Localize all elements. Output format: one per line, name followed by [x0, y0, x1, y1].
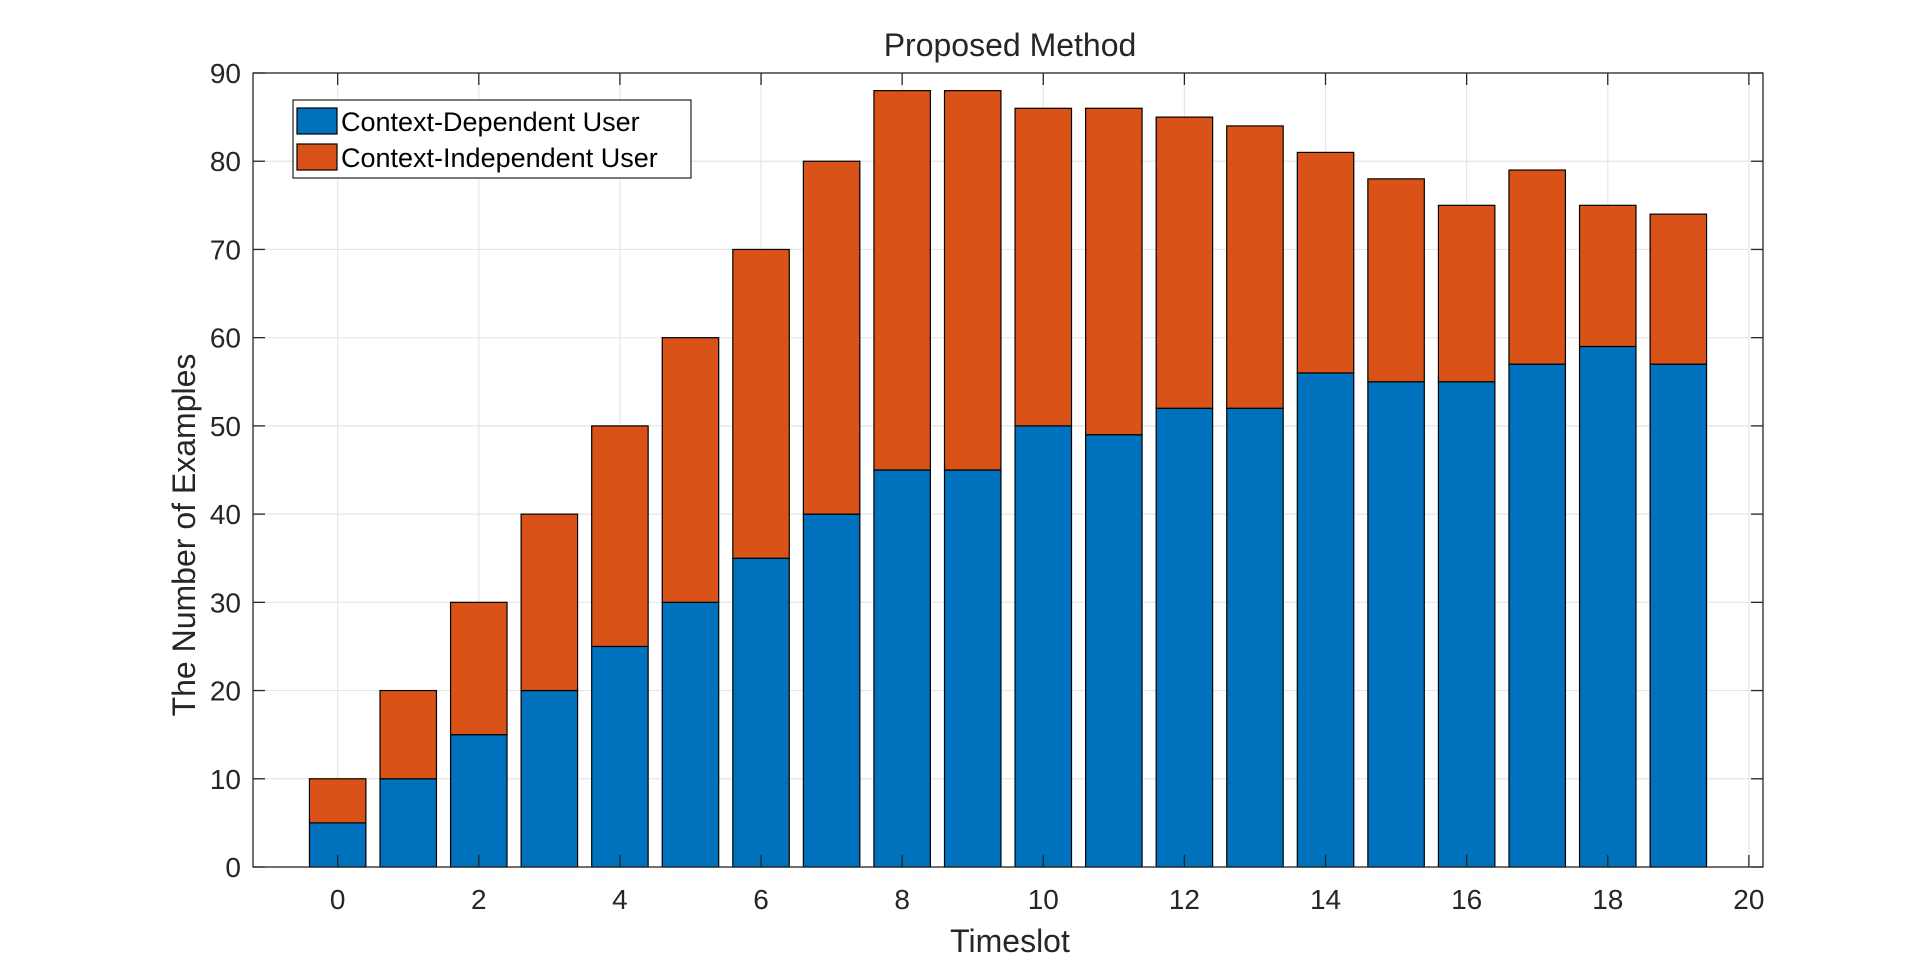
bar-context-independent-8: [873, 90, 931, 471]
bar-context-dependent-14: [1296, 372, 1355, 868]
bar-context-independent-16: [1437, 204, 1496, 383]
bar-context-dependent-6: [732, 557, 790, 868]
bar-layer: [308, 90, 1708, 868]
bar-context-independent-12: [1155, 116, 1214, 409]
plot-area-border: [252, 72, 1764, 868]
bar-context-dependent-15: [1367, 381, 1425, 868]
y-tick-label: 90: [210, 58, 241, 89]
bar-context-independent-17: [1508, 169, 1567, 365]
bar-context-dependent-13: [1226, 407, 1284, 868]
bar-context-dependent-18: [1578, 345, 1637, 868]
y-tick-label: 60: [210, 323, 241, 354]
y-tick-label: 70: [210, 234, 241, 265]
y-tick-label: 80: [210, 146, 241, 177]
bar-context-dependent-12: [1155, 407, 1214, 868]
x-tick-label: 10: [1028, 884, 1059, 915]
bar-context-independent-10: [1014, 107, 1073, 427]
bar-context-dependent-8: [873, 469, 931, 868]
bar-context-independent-3: [520, 513, 579, 692]
y-tick-label: 40: [210, 499, 241, 530]
legend-swatch: [296, 143, 338, 171]
bar-context-independent-18: [1578, 204, 1637, 348]
bar-context-independent-5: [661, 337, 720, 603]
y-axis-label: The Number of Examples: [166, 354, 202, 717]
bar-context-dependent-1: [379, 778, 438, 868]
x-tick-label: 8: [894, 884, 910, 915]
x-tick-label: 12: [1169, 884, 1200, 915]
bar-context-independent-15: [1367, 178, 1425, 383]
x-tick-label: 4: [612, 884, 628, 915]
bar-context-dependent-5: [661, 601, 720, 868]
bar-context-dependent-16: [1437, 381, 1496, 868]
bar-context-dependent-2: [449, 734, 508, 868]
x-tick-label: 16: [1451, 884, 1482, 915]
bar-context-independent-6: [732, 248, 790, 559]
axis-layer: 0 2 4 6 8 10 12 14 16 18 20 0 10 20 30 40 50 60 70 80 90: [210, 58, 1765, 915]
bar-context-independent-1: [379, 689, 438, 780]
bar-context-independent-11: [1085, 107, 1143, 436]
x-tick-label: 2: [471, 884, 487, 915]
bar-context-dependent-17: [1508, 363, 1567, 868]
legend-label: Context-Independent User: [341, 143, 658, 173]
x-tick-label: 0: [330, 884, 346, 915]
bar-context-dependent-4: [591, 645, 649, 868]
y-tick-label: 20: [210, 676, 241, 707]
legend-swatch: [296, 107, 338, 135]
bar-context-independent-9: [943, 90, 1002, 471]
bar-context-independent-4: [591, 425, 649, 648]
bar-context-independent-13: [1226, 125, 1284, 409]
legend-box: [292, 99, 692, 179]
bar-context-independent-2: [449, 601, 508, 736]
x-tick-label: 20: [1733, 884, 1764, 915]
bar-context-independent-14: [1296, 151, 1355, 374]
legend-label: Context-Dependent User: [341, 107, 640, 137]
x-tick-label: 6: [753, 884, 769, 915]
y-tick-label: 0: [225, 852, 241, 883]
x-tick-label: 18: [1592, 884, 1623, 915]
bar-context-independent-0: [308, 778, 367, 824]
y-tick-label: 50: [210, 411, 241, 442]
chart-title: Proposed Method: [884, 27, 1137, 63]
bar-context-dependent-11: [1085, 434, 1143, 868]
bar-context-independent-7: [802, 160, 861, 515]
legend: Context-Dependent User Context-Independen…: [292, 99, 692, 179]
bar-context-dependent-10: [1014, 425, 1073, 868]
bar-context-dependent-9: [943, 469, 1002, 868]
x-axis-label: Timeslot: [950, 923, 1070, 959]
y-tick-label: 10: [210, 764, 241, 795]
bar-context-independent-19: [1649, 213, 1708, 365]
bar-context-dependent-7: [802, 513, 861, 868]
bar-context-dependent-19: [1649, 363, 1708, 868]
x-tick-label: 14: [1310, 884, 1341, 915]
y-tick-label: 30: [210, 587, 241, 618]
bar-context-dependent-3: [520, 689, 579, 868]
